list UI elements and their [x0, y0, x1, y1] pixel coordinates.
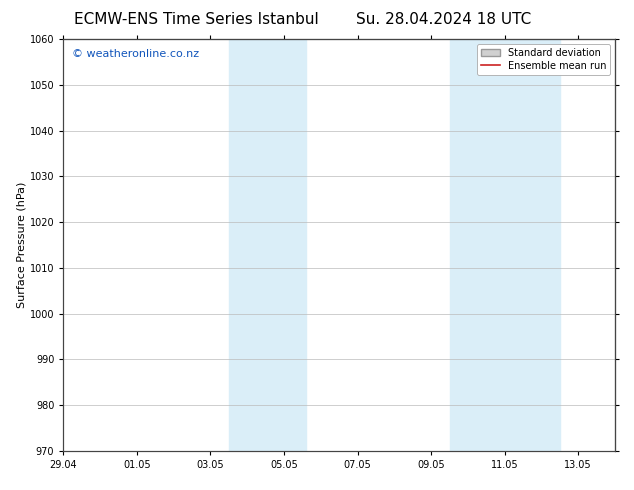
Text: ECMW-ENS Time Series Istanbul: ECMW-ENS Time Series Istanbul — [74, 12, 319, 27]
Text: Su. 28.04.2024 18 UTC: Su. 28.04.2024 18 UTC — [356, 12, 531, 27]
Y-axis label: Surface Pressure (hPa): Surface Pressure (hPa) — [17, 182, 27, 308]
Legend: Standard deviation, Ensemble mean run: Standard deviation, Ensemble mean run — [477, 44, 610, 75]
Bar — [450, 39, 560, 451]
Text: © weatheronline.co.nz: © weatheronline.co.nz — [72, 49, 199, 59]
Bar — [229, 39, 306, 451]
